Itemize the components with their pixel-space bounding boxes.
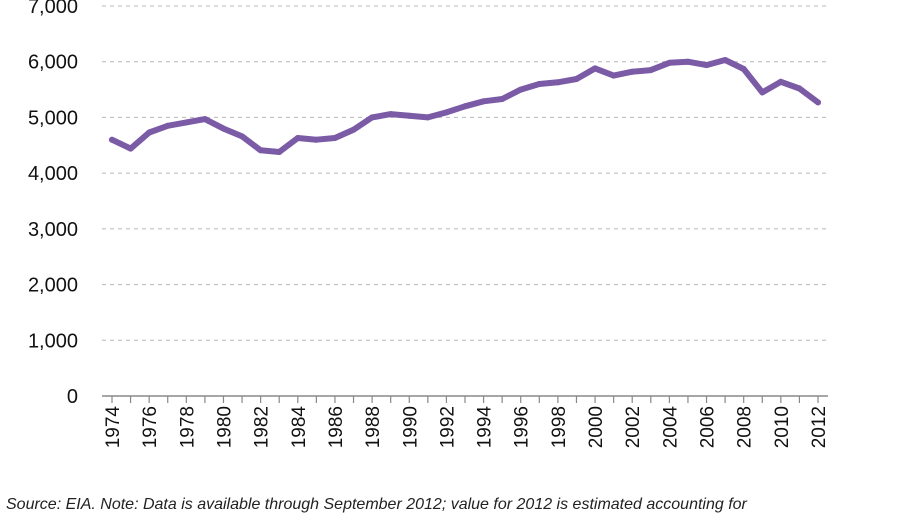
y-tick-label: 1,000 (28, 330, 78, 352)
y-tick-label: 5,000 (28, 107, 78, 129)
data-point (499, 96, 506, 103)
data-point (759, 89, 766, 96)
data-point (815, 99, 821, 106)
data-point (684, 58, 691, 65)
x-tick-label: 1994 (475, 406, 496, 449)
x-ticks (111, 396, 819, 403)
y-tick-label: 0 (67, 386, 78, 408)
data-point (331, 135, 338, 142)
x-tick-label: 1998 (549, 406, 570, 448)
data-point (220, 125, 227, 132)
x-tick-label: 2010 (772, 406, 793, 448)
data-point (443, 109, 450, 116)
x-tick-label: 2008 (735, 406, 756, 448)
data-point (313, 136, 320, 143)
x-tick-label: 1996 (512, 406, 533, 448)
data-point (573, 75, 580, 82)
data-point (740, 65, 747, 72)
data-point (462, 103, 468, 110)
gridlines (102, 5, 828, 341)
data-point (666, 59, 673, 66)
data-point (164, 122, 171, 129)
y-tick-labels: 0 1,000 2,000 3,000 4,000 5,000 6,000 7,000 (28, 0, 78, 408)
x-tick-label: 1978 (177, 406, 198, 448)
data-point (554, 79, 561, 86)
x-tick-label: 1988 (363, 406, 384, 448)
data-point (610, 72, 617, 79)
data-point (350, 126, 357, 133)
data-point (183, 119, 190, 126)
y-tick-label: 4,000 (28, 163, 78, 185)
data-point (592, 65, 599, 72)
data-point (480, 98, 487, 105)
data-point (629, 68, 636, 75)
y-tick-label: 2,000 (28, 275, 78, 297)
x-tick-label: 1986 (326, 406, 347, 448)
data-point (406, 112, 413, 119)
x-tick-label: 1980 (214, 406, 235, 448)
y-tick-label: 3,000 (28, 219, 78, 241)
data-point (517, 86, 524, 93)
y-tick-label: 6,000 (28, 52, 78, 74)
data-point (387, 111, 394, 118)
source-note: Source: EIA. Note: Data is available thr… (6, 496, 747, 513)
y-tick-label: 7,000 (28, 0, 78, 18)
data-point (127, 145, 134, 152)
data-point (647, 67, 654, 74)
x-tick-labels: 1974 1976 1978 1980 1982 1984 1986 1988 1990 1992… (103, 406, 830, 449)
data-point (257, 147, 264, 154)
data-point (146, 129, 153, 136)
data-point (424, 114, 431, 121)
x-tick-label: 1982 (252, 406, 273, 448)
data-point (239, 133, 246, 140)
data-point (276, 148, 283, 155)
data-point (369, 114, 376, 121)
data-point (796, 85, 803, 92)
x-tick-label: 1976 (140, 406, 161, 448)
data-point (109, 136, 115, 143)
data-point (777, 78, 784, 85)
x-tick-label: 2004 (660, 406, 681, 449)
x-tick-label: 1992 (437, 406, 458, 448)
x-tick-label: 2012 (809, 406, 830, 448)
data-point (201, 116, 208, 123)
x-tick-label: 1990 (400, 406, 421, 448)
x-tick-label: 2006 (698, 406, 719, 448)
x-tick-label: 1974 (103, 406, 124, 449)
data-point (294, 135, 301, 142)
data-point (703, 62, 710, 69)
x-tick-label: 2002 (623, 406, 644, 448)
x-tick-label: 2000 (586, 406, 607, 448)
line-chart: 0 1,000 2,000 3,000 4,000 5,000 6,000 7,000 197… (28, 0, 830, 449)
x-tick-label: 1984 (289, 406, 310, 449)
data-point (722, 57, 729, 64)
series-layer (109, 57, 821, 155)
data-point (536, 81, 543, 87)
